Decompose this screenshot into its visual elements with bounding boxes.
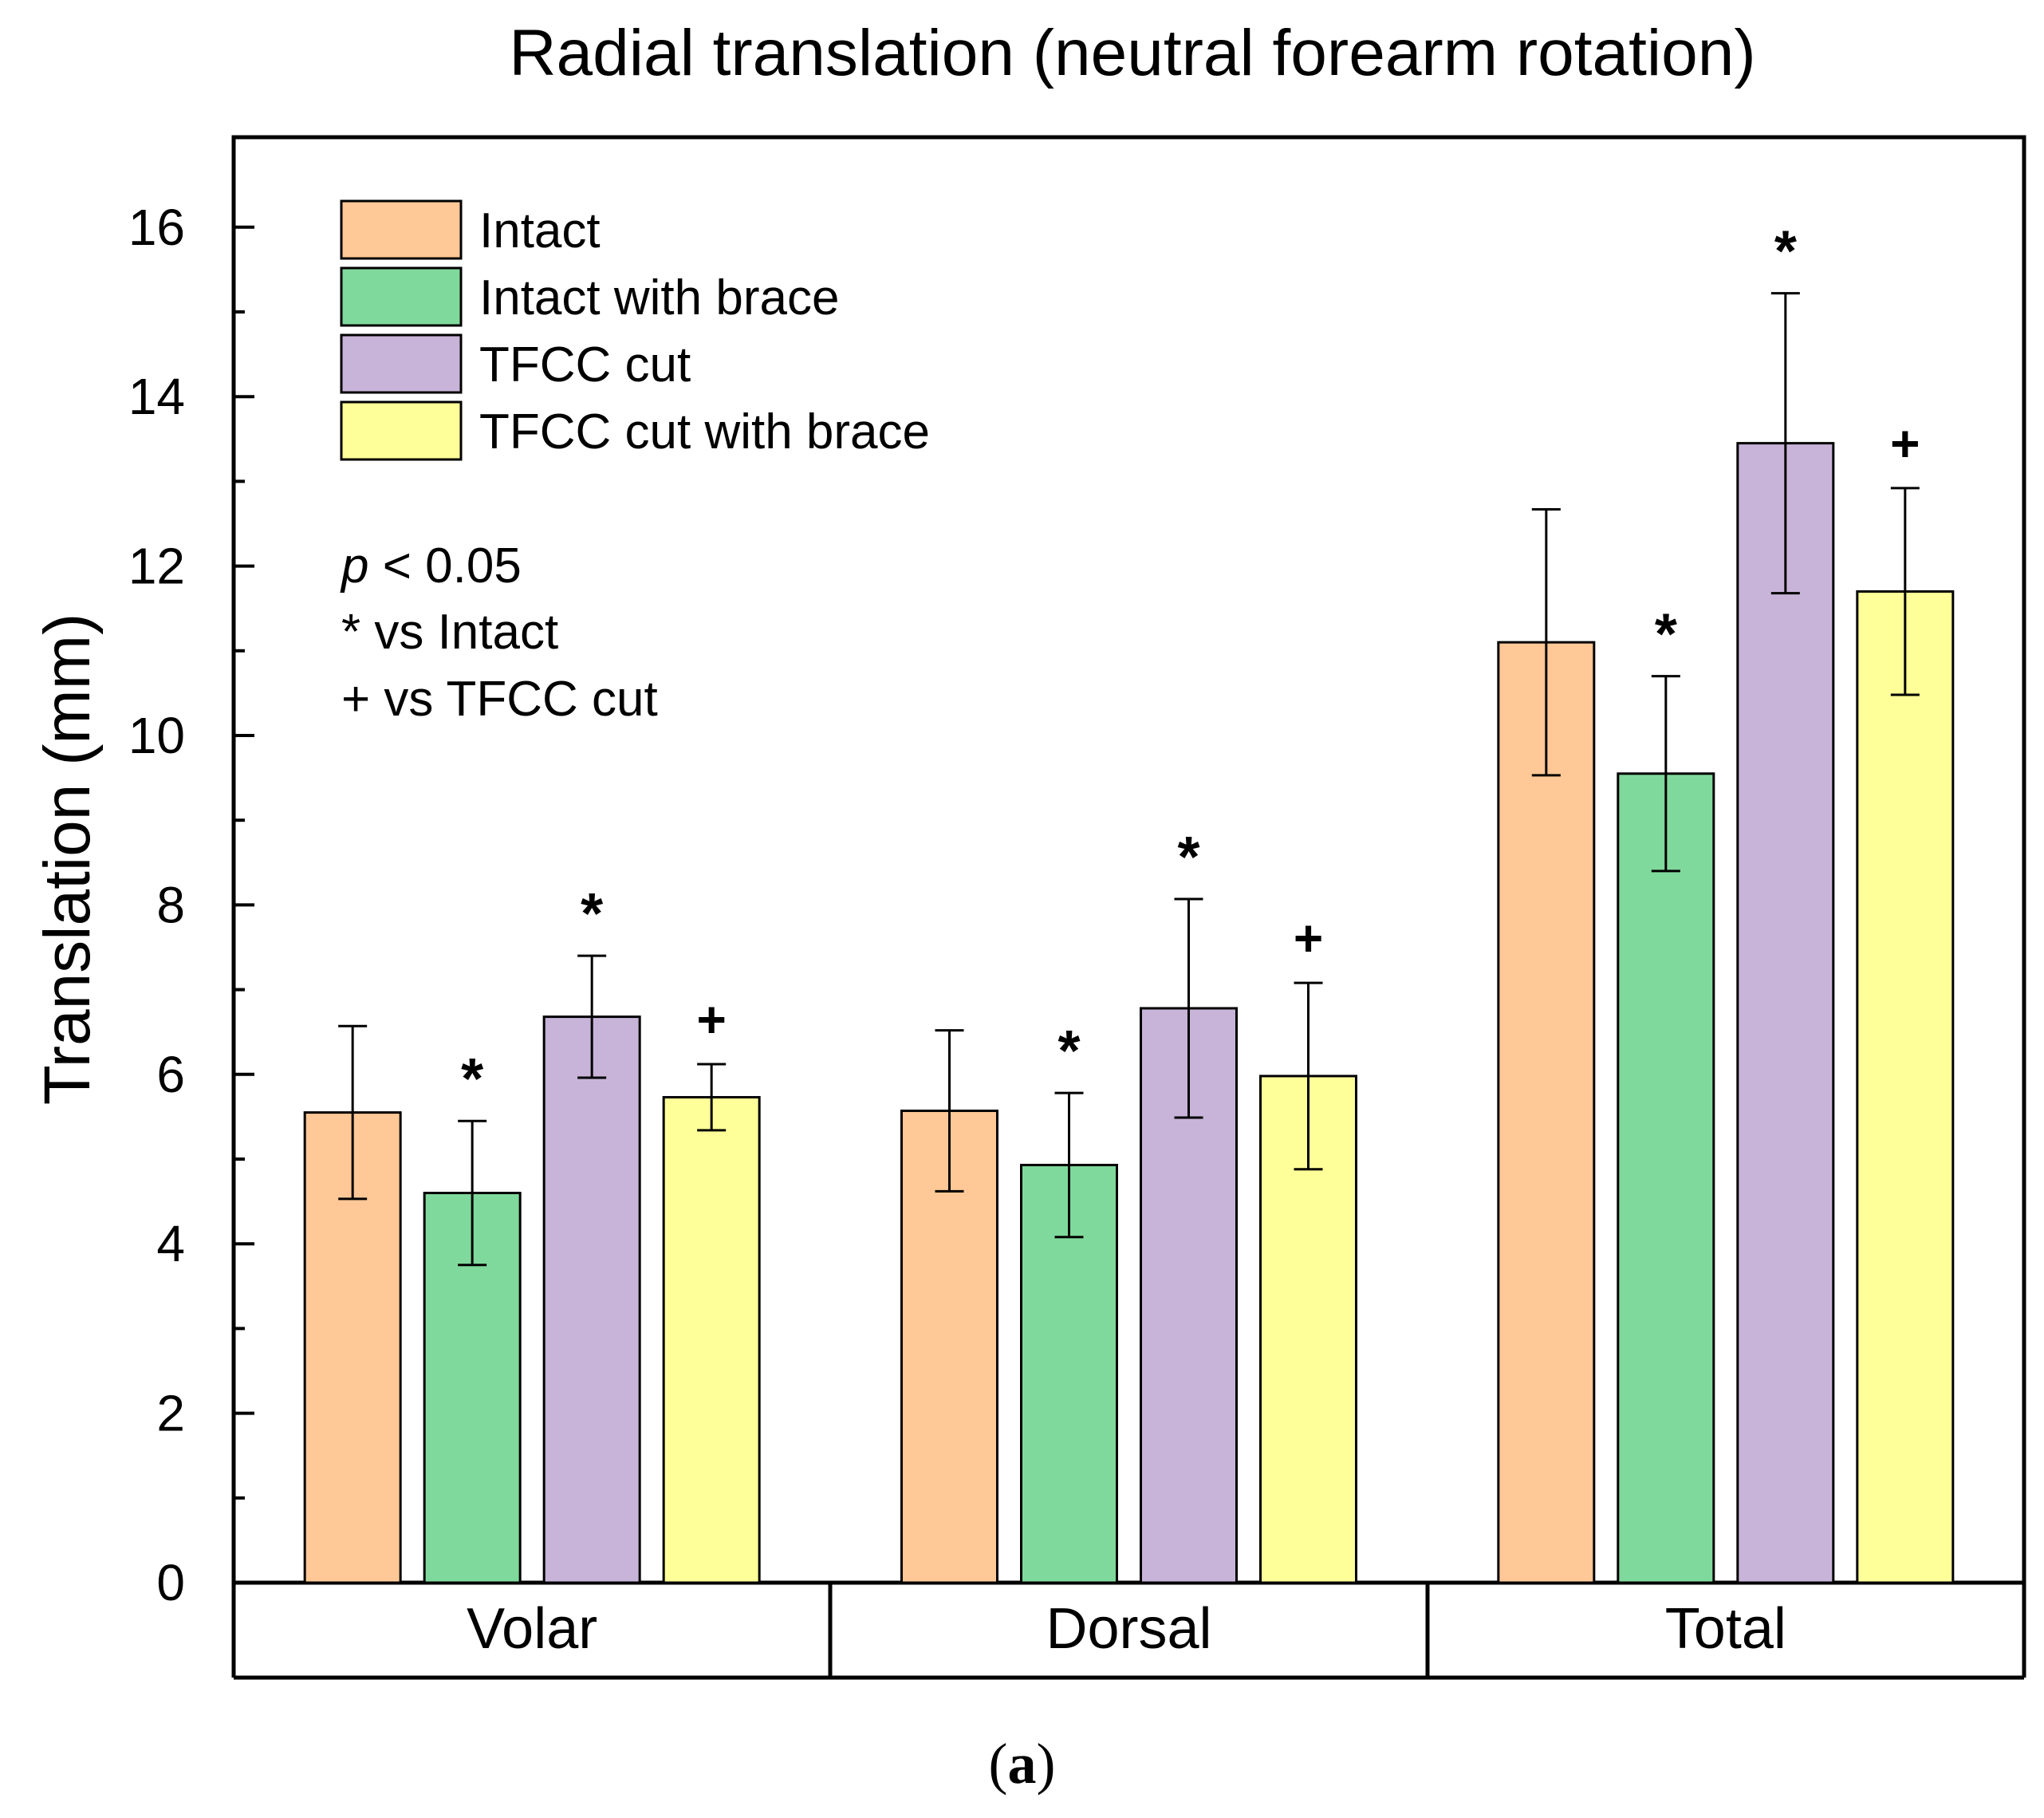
significance-marker: *: [461, 1047, 483, 1111]
p-value-note: p < 0.05: [340, 538, 522, 594]
y-tick-label: 2: [156, 1385, 185, 1442]
y-axis-label: Translation (mm): [31, 613, 104, 1106]
category-label: Volar: [467, 1597, 597, 1661]
bar: [1856, 590, 1955, 1584]
y-tick-label: 10: [128, 707, 185, 764]
y-tick-label: 16: [128, 199, 185, 256]
y-tick-label: 6: [156, 1046, 185, 1103]
chart-title: Radial translation (neutral forearm rota…: [509, 17, 1755, 89]
significance-marker: *: [1177, 826, 1199, 889]
category-label: Dorsal: [1046, 1597, 1211, 1661]
legend-swatch: [340, 333, 463, 394]
significance-marker: *: [1774, 220, 1797, 284]
y-tick-label: 0: [156, 1554, 185, 1611]
y-tick-label: 14: [128, 368, 185, 425]
bar: [1497, 641, 1596, 1584]
figure-caption: (a): [0, 1731, 2044, 1797]
bar: [662, 1095, 761, 1584]
caption-open: (: [988, 1732, 1008, 1796]
bars: * * + * * + * * +: [303, 220, 1955, 1584]
caption-label: a: [1007, 1732, 1037, 1796]
significance-marker: *: [1057, 1019, 1080, 1083]
legend-label: TFCC cut with brace: [479, 404, 930, 459]
category-labels: Volar Dorsal Total: [467, 1597, 1786, 1661]
y-tick-label: 12: [128, 538, 185, 595]
legend: Intact Intact with brace TFCC cut TFCC cut …: [340, 199, 930, 461]
y-tick-label: 4: [156, 1215, 185, 1272]
vs-intact-note: * vs Intact: [341, 605, 558, 660]
significance-marker: +: [1294, 909, 1323, 967]
vs-tfcc-cut-note: + vs TFCC cut: [341, 672, 658, 727]
legend-label: Intact: [479, 203, 601, 258]
significance-marker: +: [696, 991, 726, 1048]
p-threshold: < 0.05: [368, 538, 521, 594]
p-symbol: p: [340, 538, 368, 594]
plot-frame: [231, 135, 2026, 1585]
legend-swatch: [340, 400, 463, 461]
bar: [1736, 442, 1835, 1584]
legend-swatch: [340, 199, 463, 260]
legend-label: TFCC cut: [479, 337, 691, 392]
legend-swatch: [340, 266, 463, 327]
bar: [542, 1015, 641, 1584]
legend-label: Intact with brace: [479, 270, 839, 325]
y-axis-ticks: 0 2 4 6 8 10 12 14 16: [128, 199, 254, 1611]
bar: [1617, 772, 1715, 1584]
y-tick-label: 8: [156, 876, 185, 933]
significance-note: p < 0.05 * vs Intact + vs TFCC cut: [340, 538, 658, 727]
category-label: Total: [1665, 1597, 1786, 1661]
significance-marker: *: [581, 882, 603, 946]
caption-close: ): [1036, 1732, 1056, 1796]
bar: [423, 1191, 522, 1584]
significance-marker: +: [1890, 415, 1920, 472]
significance-marker: *: [1655, 603, 1677, 667]
